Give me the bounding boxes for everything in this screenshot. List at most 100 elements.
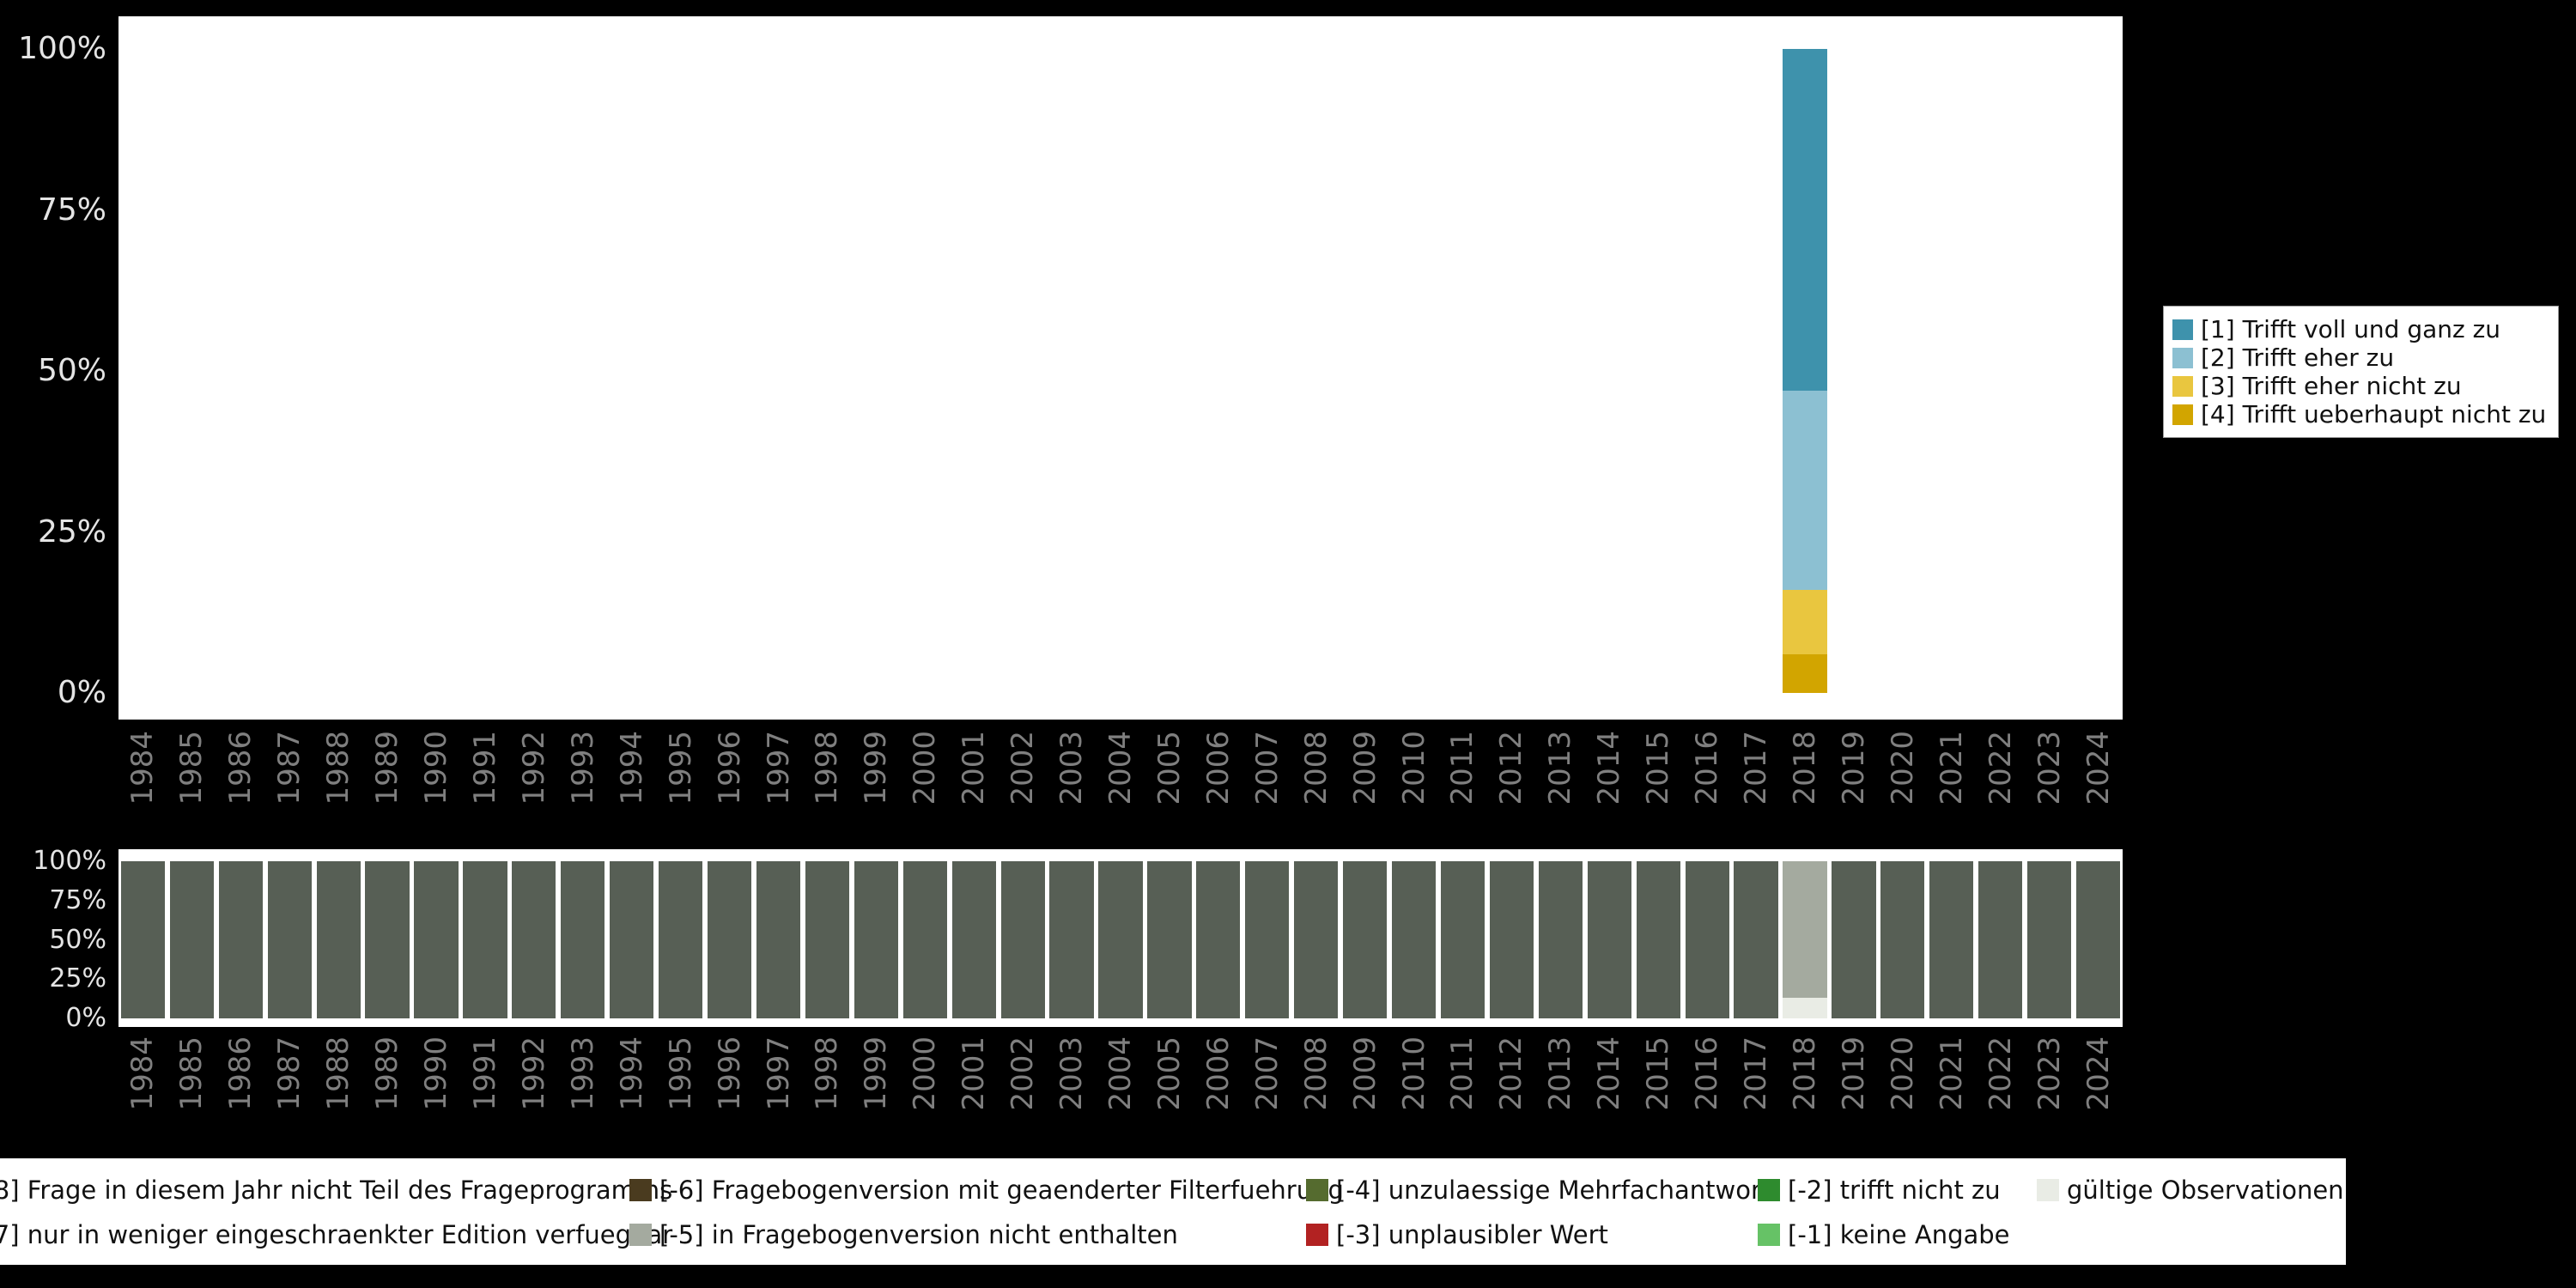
x-tick-label: 1995 — [663, 1036, 698, 1111]
x-tick-label: 2005 — [1151, 731, 1187, 805]
x-tick-label: 2019 — [1836, 731, 1871, 805]
bar-segment — [707, 861, 752, 1018]
x-tick-label: 1998 — [810, 1036, 845, 1111]
bar-segment — [1440, 861, 1485, 1018]
bar-segment — [1049, 861, 1094, 1018]
bar-segment — [267, 861, 312, 1018]
x-tick-label: 1994 — [614, 1036, 649, 1111]
bar-segment — [1294, 861, 1339, 1018]
x-tick-label: 2008 — [1298, 1036, 1334, 1111]
legend-label: [-2] trifft nicht zu — [1788, 1175, 2001, 1205]
bar-segment — [1147, 861, 1192, 1018]
bar-segment — [169, 861, 214, 1018]
x-tick-label: 2011 — [1445, 1036, 1480, 1111]
x-tick-label: 2015 — [1641, 731, 1676, 805]
bar-segment — [1783, 654, 1827, 693]
y-tick-label: 0% — [57, 675, 106, 710]
x-tick-label: 2009 — [1347, 1036, 1382, 1111]
x-tick-label: 2023 — [2032, 731, 2067, 805]
legend-entry: [3] Trifft eher nicht zu — [2172, 372, 2558, 400]
x-tick-label: 2007 — [1249, 731, 1285, 805]
x-tick-label: 2011 — [1445, 731, 1480, 805]
x-tick-label: 1989 — [370, 731, 405, 805]
x-tick-label: 2012 — [1494, 731, 1529, 805]
x-tick-label: 1993 — [565, 731, 600, 805]
bar-segment — [805, 861, 850, 1018]
x-tick-label: 1987 — [272, 1036, 307, 1111]
legend-entry: gültige Observationen — [2037, 1176, 2344, 1205]
legend-label: [-4] unzulaessige Mehrfachantwort — [1336, 1175, 1771, 1205]
x-tick-label: 2006 — [1200, 731, 1236, 805]
x-tick-label: 1985 — [174, 731, 210, 805]
bar-segment — [1832, 861, 1876, 1018]
legend-column: [-6] Fragebogenversion mit geaenderter F… — [629, 1158, 1344, 1265]
x-tick-label: 1991 — [467, 1036, 502, 1111]
bar-segment — [756, 861, 801, 1018]
bar-segment — [1685, 861, 1729, 1018]
bar-segment — [1343, 861, 1388, 1018]
bar-segment — [1783, 49, 1827, 391]
y-tick-label: 100% — [18, 31, 106, 66]
x-tick-label: 1994 — [614, 731, 649, 805]
bar-segment — [902, 861, 947, 1018]
legend-entry: [-4] unzulaessige Mehrfachantwort — [1306, 1175, 1771, 1205]
bar-segment — [659, 861, 703, 1018]
x-tick-label: 2004 — [1103, 731, 1138, 805]
x-tick-label: 2006 — [1200, 1036, 1236, 1111]
bar-segment — [316, 861, 361, 1018]
legend-swatch — [2172, 319, 2193, 340]
bar-segment — [1734, 861, 1778, 1018]
x-tick-label: 2020 — [1885, 1036, 1920, 1111]
x-tick-label: 2018 — [1787, 731, 1822, 805]
x-tick-label: 1984 — [125, 1036, 161, 1111]
x-tick-label: 2000 — [908, 1036, 943, 1111]
bar-segment — [365, 861, 410, 1018]
legend-swatch — [629, 1178, 652, 1201]
value-legend: [1] Trifft voll und ganz zu [2] Trifft eh… — [2163, 306, 2559, 438]
x-tick-label: 2010 — [1396, 731, 1431, 805]
legend-swatch — [1758, 1223, 1780, 1246]
x-tick-label: 2002 — [1005, 731, 1041, 805]
bar-segment — [1098, 861, 1143, 1018]
bar-segment — [1783, 998, 1827, 1018]
x-tick-label: 2024 — [2081, 1036, 2116, 1111]
legend-label: [-5] in Fragebogenversion nicht enthalte… — [659, 1219, 1178, 1249]
x-tick-label: 2019 — [1836, 1036, 1871, 1111]
legend-label: [-6] Fragebogenversion mit geaenderter F… — [659, 1175, 1344, 1205]
legend-entry: [2] Trifft eher zu — [2172, 343, 2558, 372]
x-tick-label: 2003 — [1054, 1036, 1090, 1111]
legend-entry: [-1] keine Angabe — [1758, 1219, 2010, 1249]
x-tick-label: 2021 — [1934, 1036, 1969, 1111]
legend-swatch — [2037, 1178, 2059, 1201]
x-tick-label: 2017 — [1739, 731, 1774, 805]
legend-label: [-1] keine Angabe — [1788, 1219, 2010, 1249]
legend-entry: [-2] trifft nicht zu — [1758, 1175, 2010, 1205]
x-tick-label: 1996 — [712, 1036, 747, 1111]
x-tick-label: 1990 — [419, 731, 454, 805]
missing-codes-legend: [-8] Frage in diesem Jahr nicht Teil des… — [0, 1158, 2346, 1265]
bar-segment — [1538, 861, 1583, 1018]
bar-segment — [1783, 861, 1827, 999]
legend-label: [-8] Frage in diesem Jahr nicht Teil des… — [0, 1175, 673, 1205]
bar-segment — [1587, 861, 1631, 1018]
x-tick-label: 2004 — [1103, 1036, 1138, 1111]
x-tick-label: 2009 — [1347, 731, 1382, 805]
bar-segment — [1391, 861, 1437, 1018]
legend-label: [1] Trifft voll und ganz zu — [2201, 315, 2501, 343]
x-tick-label: 1984 — [125, 731, 161, 805]
y-tick-label: 25% — [37, 513, 106, 550]
x-tick-label: 2020 — [1885, 731, 1920, 805]
bar-segment — [1929, 861, 1974, 1018]
legend-entry: [-7] nur in weniger eingeschraenkter Edi… — [0, 1220, 672, 1249]
x-tick-label: 1998 — [810, 731, 845, 805]
y-tick-label: 100% — [33, 846, 106, 876]
bar-segment — [951, 861, 996, 1018]
x-tick-label: 2013 — [1543, 1036, 1578, 1111]
x-tick-label: 2023 — [2032, 1036, 2067, 1111]
x-tick-label: 2014 — [1592, 731, 1627, 805]
legend-entry: [1] Trifft voll und ganz zu — [2172, 315, 2558, 343]
legend-swatch — [2172, 375, 2193, 397]
x-tick-label: 2022 — [1983, 731, 2018, 805]
bottom-plot-area — [118, 849, 2123, 1027]
